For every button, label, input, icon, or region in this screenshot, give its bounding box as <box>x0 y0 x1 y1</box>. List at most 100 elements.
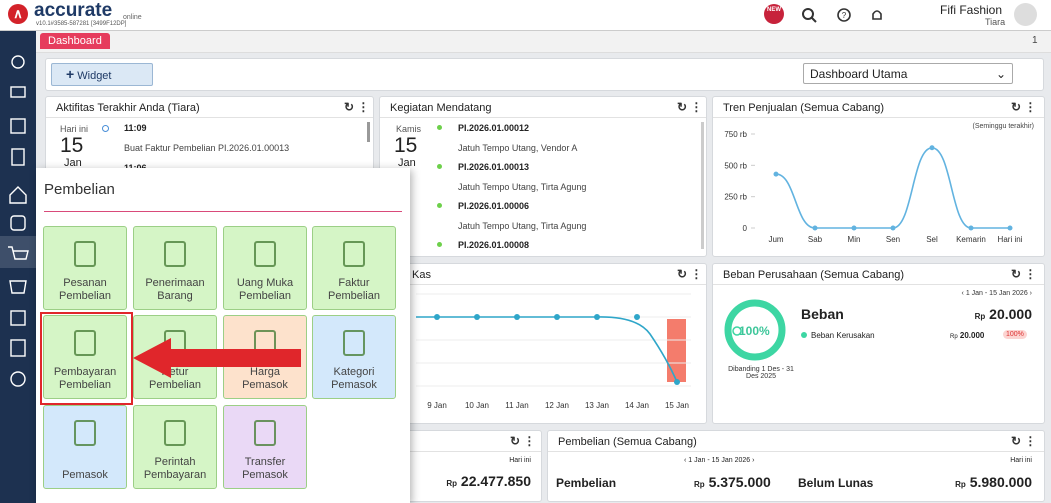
menu-tile[interactable]: Perintah Pembayaran <box>133 405 217 489</box>
card-title: Beban Perusahaan (Semua Cabang) <box>723 269 905 281</box>
tile-label: Pembayaran Pembelian <box>53 366 117 391</box>
point <box>929 145 935 151</box>
tile-label: Transfer Pemasok <box>242 456 288 481</box>
menu-tile[interactable]: Kategori Pemasok <box>312 315 396 399</box>
card-title: Pembelian (Semua Cabang) <box>558 436 697 448</box>
tab-dashboard[interactable]: Dashboard <box>40 33 110 49</box>
point <box>812 225 818 231</box>
logo[interactable]: ∧ <box>8 4 28 24</box>
menu-tile[interactable]: Pesanan Pembelian <box>43 226 127 310</box>
item-name: Beban Kerusakan <box>811 331 875 340</box>
value: 5.980.000 <box>969 474 1032 490</box>
unpaid-label: Belum Lunas <box>798 476 874 490</box>
tile-icon <box>254 241 276 267</box>
tile-label: Uang Muka Pembelian <box>236 277 294 302</box>
y-tick-label: 750 rb <box>724 130 747 139</box>
menu-tile[interactable]: Faktur Pembelian <box>312 226 396 310</box>
menu-tile[interactable]: Transfer Pemasok <box>223 405 307 489</box>
donut <box>724 299 786 361</box>
period[interactable]: ‹ 1 Jan - 15 Jan 2026 › <box>961 290 1032 297</box>
y-tick-label: 250 rb <box>724 193 747 202</box>
x-tick-label: 10 Jan <box>464 401 490 410</box>
avatar[interactable] <box>1014 3 1037 26</box>
currency: Rp <box>694 480 705 489</box>
day-label: Kamis <box>396 124 422 134</box>
cash-chart <box>416 293 691 387</box>
purchase-amount: Rp 5.375.000 <box>694 474 771 490</box>
x-tick-label: Jum <box>768 235 783 244</box>
status-dot <box>437 203 442 208</box>
currency: Rp <box>950 334 958 340</box>
tile-label: Perintah Pembayaran <box>143 456 207 481</box>
tile-icon <box>164 420 186 446</box>
widget-button-label: Widget <box>77 70 112 82</box>
menu-popup: Pembelian Pesanan Pembelian Penerimaan Ba… <box>36 168 410 503</box>
toolbar: + Widget Dashboard Utama ⌄ <box>45 58 1044 91</box>
tile-label: Pesanan Pembelian <box>59 277 111 302</box>
menu-tile[interactable]: Pemasok <box>43 405 127 489</box>
purchase-card: Pembelian (Semua Cabang) ↻ ⋮ ‹ 1 Jan - 1… <box>547 430 1045 502</box>
red-arrow <box>133 338 301 378</box>
schedule-text: Jatuh Tempo Utang, Vendor A <box>458 143 578 153</box>
point <box>851 225 857 231</box>
tab-page[interactable]: 1 <box>1032 35 1038 46</box>
schedule-text: Jatuh Tempo Utang, Tirta Agung <box>458 182 587 192</box>
tile-icon <box>343 330 365 356</box>
dashboard-select-value: Dashboard Utama <box>810 67 908 81</box>
point <box>773 171 779 177</box>
y-tick-label: 500 rb <box>724 161 747 170</box>
x-tick-label: Sab <box>808 235 823 244</box>
x-tick-label: Kemarin <box>956 235 986 244</box>
menu-title: Pembelian <box>44 181 115 198</box>
day: 15 <box>394 134 418 157</box>
status-dot <box>437 164 442 169</box>
label: Hari ini <box>1010 457 1032 464</box>
x-tick-label: 11 Jan <box>505 401 529 410</box>
point <box>890 225 896 231</box>
value: 22.477.850 <box>460 473 531 489</box>
svg-text:?: ? <box>842 11 847 20</box>
purchase-label: Pembelian <box>556 476 617 490</box>
schedule-code: PI.2026.01.00013 <box>458 162 530 172</box>
sidebar-icons <box>0 55 36 387</box>
top-icons: ? <box>802 8 882 23</box>
dashboard-select[interactable]: Dashboard Utama ⌄ <box>803 63 1013 84</box>
card-title: Tren Penjualan (Semua Cabang) <box>723 102 885 114</box>
period[interactable]: ‹ 1 Jan - 15 Jan 2026 › <box>684 457 755 464</box>
x-tick-label: 12 Jan <box>544 401 570 410</box>
tile-label: Penerimaan Barang <box>145 277 205 302</box>
y-tick-label: 0 <box>743 224 748 233</box>
menu-tile[interactable]: Penerimaan Barang <box>133 226 217 310</box>
item-amount: Rp 20.000 <box>950 331 984 340</box>
tile-icon <box>74 330 96 356</box>
currency: Rp <box>955 480 966 489</box>
x-tick-label: 15 Jan <box>664 401 690 410</box>
currency: Rp <box>446 479 458 488</box>
schedule-code: PI.2026.01.00012 <box>458 123 530 133</box>
tile-icon <box>164 241 186 267</box>
card-title: Kegiatan Mendatang <box>390 102 492 114</box>
x-tick-label: 14 Jan <box>624 401 650 410</box>
status-dot <box>437 242 442 247</box>
x-tick-label: Sen <box>886 235 900 244</box>
label: Hari ini <box>509 457 531 464</box>
tile-icon <box>254 420 276 446</box>
x-tick-label: Sel <box>926 235 938 244</box>
tile-icon <box>74 420 96 446</box>
widget-button[interactable]: + Widget <box>51 63 153 86</box>
menu-tile[interactable]: Uang Muka Pembelian <box>223 226 307 310</box>
brand: accurate <box>34 0 113 21</box>
month: Jan <box>398 157 416 169</box>
amount: 20.000 <box>989 306 1032 322</box>
menu-tile[interactable]: Pembayaran Pembelian <box>43 315 127 399</box>
new-badge[interactable]: NEW <box>764 4 784 24</box>
activity-text: Buat Faktur Pembelian PI.2026.01.00013 <box>124 143 290 153</box>
compare: Dibanding 1 Des - 31 Des 2025 <box>728 366 794 380</box>
day-label: Hari ini <box>60 124 89 134</box>
tile-icon <box>74 241 96 267</box>
point <box>968 225 974 231</box>
tile-label: Kategori Pemasok <box>331 366 377 391</box>
trend-chart: 0 250 rb 500 rb 750 rb Jum Sab Min Sen Sel Kemari… <box>724 130 1022 244</box>
highlight-box <box>40 312 133 405</box>
day: 15 <box>60 134 84 157</box>
